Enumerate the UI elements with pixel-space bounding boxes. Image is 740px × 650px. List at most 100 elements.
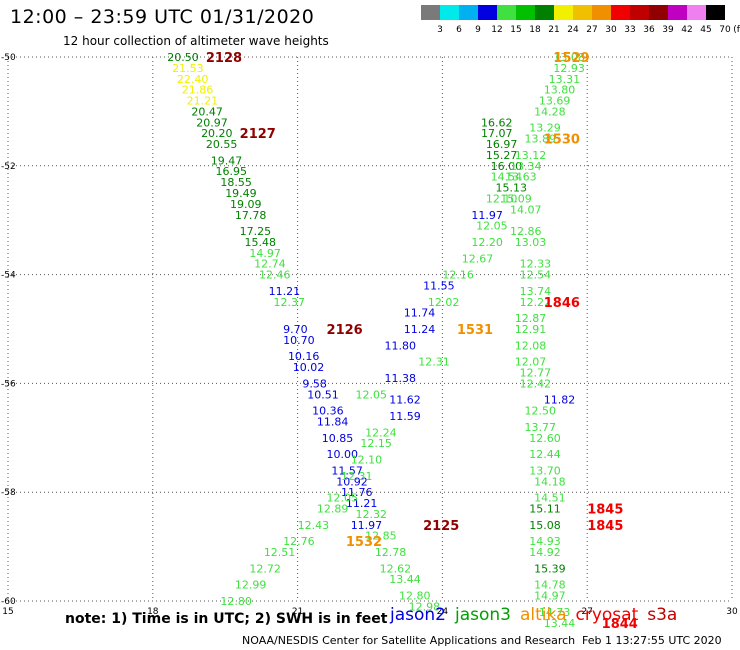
- track-number-label: 1845: [587, 503, 623, 518]
- wave-height-point: 21.53: [172, 62, 204, 75]
- scale-swatch: [516, 5, 535, 20]
- wave-height-point: 13.03: [515, 236, 547, 249]
- wave-height-point: 12.32: [356, 508, 388, 521]
- wave-height-point: 12.76: [283, 535, 315, 548]
- wave-height-point: 11.74: [404, 307, 436, 320]
- scale-swatch: [440, 5, 459, 20]
- wave-height-point: 15.48: [245, 236, 276, 249]
- wave-height-point: 12.98: [409, 600, 441, 613]
- wave-height-point: 20.20: [201, 127, 233, 140]
- wave-height-point: 22.40: [177, 73, 209, 86]
- wave-height-point: 14.93: [529, 535, 561, 548]
- scale-swatch: [478, 5, 497, 20]
- scale-label: 6: [456, 25, 462, 35]
- wave-height-point: 12.07: [515, 356, 547, 369]
- wave-height-point: 14.28: [534, 105, 566, 118]
- wave-height-point: 12.77: [520, 367, 552, 380]
- wave-height-point: 12.05: [476, 220, 508, 233]
- scale-label: 45: [700, 25, 711, 35]
- wave-height-point: 14.18: [534, 475, 566, 488]
- track-number-label: 1529: [553, 51, 589, 66]
- y-tick-label: -60: [1, 597, 16, 607]
- wave-height-points: 20.5021.5322.4021.8621.2120.4720.9720.20…: [167, 51, 585, 630]
- wave-height-point: 12.86: [510, 225, 542, 238]
- scale-label: 12: [491, 25, 502, 35]
- wave-height-point: 12.05: [356, 388, 388, 401]
- scale-label: 39: [662, 25, 674, 35]
- wave-height-point: 10.16: [288, 350, 320, 363]
- wave-height-point: 20.97: [196, 116, 228, 129]
- scale-swatch: [554, 5, 573, 20]
- wave-height-point: 12.85: [365, 530, 397, 543]
- x-tick-label: 24: [437, 607, 449, 617]
- track-number-label: 1530: [544, 133, 580, 148]
- scale-swatch: [592, 5, 611, 20]
- wave-height-point: 12.10: [351, 454, 383, 467]
- wave-height-point: 12.15: [360, 437, 392, 450]
- wave-height-point: 11.62: [389, 394, 421, 407]
- wave-height-point: 16.95: [216, 165, 248, 178]
- track-number-label: 1846: [544, 296, 580, 311]
- x-tick-label: 30: [726, 607, 738, 617]
- y-tick-label: -56: [1, 379, 16, 389]
- wave-height-point: 12.20: [471, 236, 503, 249]
- track-labels: 2128212721262125152915301531153218461845…: [206, 51, 638, 632]
- wave-height-point: 15.08: [529, 519, 561, 532]
- wave-height-point: 13.77: [524, 421, 556, 434]
- track-number-label: 1845: [587, 519, 623, 534]
- wave-height-point: 21.21: [187, 95, 219, 108]
- wave-height-point: 9.70: [283, 323, 308, 336]
- wave-height-point: 21.86: [182, 84, 214, 97]
- wave-height-point: 13.70: [529, 464, 561, 477]
- satellite-cryosat-label: cryosat: [575, 605, 639, 625]
- wave-height-point: 11.57: [331, 464, 363, 477]
- wave-height-point: 12.44: [529, 448, 561, 461]
- credit-text: NOAA/NESDIS Center for Satellite Applica…: [242, 634, 576, 647]
- wave-height-point: 14.54: [491, 171, 522, 184]
- wave-height-point: 12.62: [380, 562, 412, 575]
- wave-height-point: 12.67: [462, 252, 494, 265]
- wave-height-point: 11.38: [384, 372, 416, 385]
- wave-height-point: 16.62: [481, 116, 512, 129]
- wave-height-point: 12.50: [524, 405, 556, 418]
- wave-height-point: 19.49: [225, 187, 257, 200]
- scale-label: 3: [437, 25, 443, 35]
- wave-height-point: 11.80: [384, 339, 416, 352]
- scale-swatch: [611, 5, 630, 20]
- wave-height-point: 10.36: [312, 405, 344, 418]
- wave-height-point: 10.51: [307, 388, 339, 401]
- scale-label: 15: [510, 25, 521, 35]
- wave-height-point: 14.92: [529, 546, 561, 559]
- scale-swatch: [535, 5, 554, 20]
- wave-height-point: 13.44: [389, 573, 421, 586]
- wave-height-point: 17.25: [240, 225, 272, 238]
- wave-height-point: 12.05: [327, 492, 359, 505]
- wave-height-point: 12.08: [515, 339, 547, 352]
- scale-label: 42: [681, 25, 692, 35]
- wave-height-point: 12.99: [235, 579, 267, 592]
- track-number-label: 2128: [206, 51, 242, 66]
- wave-height-point: 13.74: [520, 285, 552, 298]
- scale-swatch: [573, 5, 592, 20]
- wave-height-point: 19.09: [230, 198, 262, 211]
- wave-height-point: 16.00: [491, 160, 522, 173]
- y-tick-label: -52: [1, 162, 16, 172]
- scale-label: 33: [624, 25, 635, 35]
- wave-height-point: 11.21: [346, 497, 378, 510]
- satellite-legend: jason2 jason3 altika cryosat s3a: [390, 605, 686, 625]
- wave-height-point: 16.97: [486, 138, 517, 151]
- scale-swatch: [497, 5, 516, 20]
- wave-height-point: 17.78: [235, 209, 267, 222]
- wave-height-point: 12.60: [529, 432, 561, 445]
- scale-swatch: [459, 5, 478, 20]
- satellite-s3a-label: s3a: [647, 605, 678, 625]
- wave-height-point: 12.87: [515, 312, 547, 325]
- wave-height-point: 10.85: [322, 432, 354, 445]
- scale-label: 18: [529, 25, 541, 35]
- y-tick-label: -50: [1, 53, 16, 63]
- wave-height-point: 13.08: [553, 51, 585, 64]
- x-tick-label: 21: [292, 607, 303, 617]
- axis-tick-labels: 15 18 21 24 27 30 -50 -52 -54 -56 -58 -60: [1, 53, 738, 617]
- wave-height-point: 12.02: [428, 296, 460, 309]
